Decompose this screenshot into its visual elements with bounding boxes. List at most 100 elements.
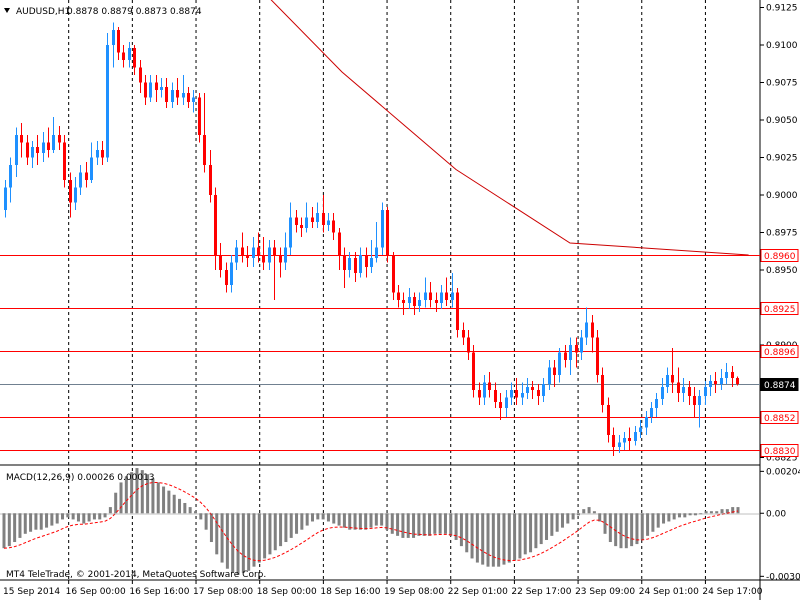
candle-bear: [671, 375, 674, 383]
candle-bull: [15, 135, 18, 165]
candle-bear: [20, 135, 23, 143]
candle-bull: [650, 408, 653, 417]
candle-bull: [96, 150, 99, 158]
macd-bar: [656, 513, 660, 528]
macd-bar: [454, 513, 458, 540]
macd-bar: [614, 513, 618, 547]
candle-bull: [359, 255, 362, 273]
macd-bar: [71, 513, 75, 520]
macd-bar: [529, 513, 533, 553]
candle-bull: [440, 292, 443, 303]
macd-bar: [624, 513, 628, 549]
candle-bear: [612, 435, 615, 447]
price-tick-label: 0.9050: [766, 116, 798, 126]
time-tick-label: 18 Sep 16:00: [320, 587, 380, 597]
candle-bull: [316, 213, 319, 222]
macd-bar: [140, 470, 144, 514]
macd-axis: 0.00204 0.00 -0.00307: [760, 467, 800, 582]
level-price-label: 0.8896: [764, 348, 796, 358]
level-price-label: 0.8960: [764, 252, 796, 262]
macd-bar: [23, 513, 27, 534]
candle-bull: [505, 397, 508, 408]
price-tick-label: 0.8975: [766, 229, 798, 239]
macd-signal-line: [3, 482, 739, 562]
candle-bull: [230, 262, 233, 285]
macd-bar: [412, 513, 416, 538]
candle-bull: [720, 378, 723, 384]
macd-bar: [7, 513, 11, 547]
macd-bar: [124, 476, 128, 514]
candle-bull: [548, 367, 551, 384]
macd-bar: [151, 478, 155, 514]
candle-bear: [203, 135, 206, 165]
macd-bar: [443, 513, 447, 534]
vertical-grid: [68, 0, 706, 580]
candle-bear: [155, 82, 158, 90]
macd-bar: [513, 513, 517, 561]
candle-bear: [472, 352, 475, 390]
candle-bull: [305, 217, 308, 228]
candle-bear: [26, 142, 29, 158]
horizontal-levels[interactable]: [0, 255, 760, 451]
level-price-tag: [760, 302, 799, 315]
macd-bar: [337, 513, 341, 526]
macd-bar: [342, 513, 346, 528]
candle-bear: [392, 255, 395, 293]
candle-bear: [219, 255, 222, 270]
macd-bar: [417, 513, 421, 536]
price-tick-label: 0.9025: [766, 154, 798, 164]
macd-bar: [321, 513, 325, 520]
macd-bar: [667, 513, 671, 522]
candle-bear: [209, 165, 212, 195]
candle-bull: [42, 142, 45, 153]
candle-bear: [241, 247, 244, 255]
macd-bar: [204, 513, 208, 530]
macd-bar: [172, 494, 176, 514]
candle-bear: [402, 300, 405, 303]
time-tick-label: 22 Sep 01:00: [448, 587, 508, 597]
macd-bar: [193, 511, 197, 514]
time-tick-label: 22 Sep 17:00: [511, 587, 571, 597]
macd-bar: [693, 513, 697, 516]
macd-bar: [736, 507, 740, 514]
macd-bar: [449, 513, 453, 536]
macd-bar: [566, 513, 570, 524]
candle-bear: [688, 387, 691, 396]
candle-bull: [704, 387, 707, 396]
candle-bull: [268, 247, 271, 263]
macd-bar: [422, 513, 426, 536]
macd-bar: [316, 513, 320, 520]
macd-bar: [555, 513, 559, 532]
macd-bar: [209, 513, 213, 543]
candle-bear: [117, 30, 120, 53]
symbol-label[interactable]: AUDUSD,H1: [16, 7, 70, 17]
candle-bull: [451, 292, 454, 300]
macd-bar: [279, 513, 283, 547]
macd-bar: [82, 513, 86, 524]
candle-bull: [112, 30, 115, 45]
candle-bear: [338, 232, 341, 255]
macd-bar: [465, 513, 469, 553]
macd-tick-label: 0.00204: [766, 467, 800, 477]
macd-bar: [45, 513, 49, 528]
level-price-tag: [760, 249, 799, 262]
candle-bear: [386, 210, 389, 255]
candle-bear: [36, 147, 39, 153]
candle-bull: [558, 352, 561, 375]
macd-bar: [66, 513, 70, 518]
candle-bear: [714, 381, 717, 384]
macd-bar: [683, 513, 687, 518]
level-price-tag: [760, 345, 799, 358]
symbol-dropdown-icon[interactable]: [4, 8, 10, 13]
time-tick-label: 16 Sep 00:00: [66, 587, 126, 597]
macd-bar: [119, 482, 123, 514]
macd-bar: [534, 513, 538, 549]
candle-bull: [580, 337, 583, 353]
macd-bar: [263, 513, 267, 559]
macd-bar: [50, 513, 54, 526]
candle-bear: [133, 48, 136, 68]
candle-bull: [90, 157, 93, 180]
candle-bear: [246, 255, 249, 258]
